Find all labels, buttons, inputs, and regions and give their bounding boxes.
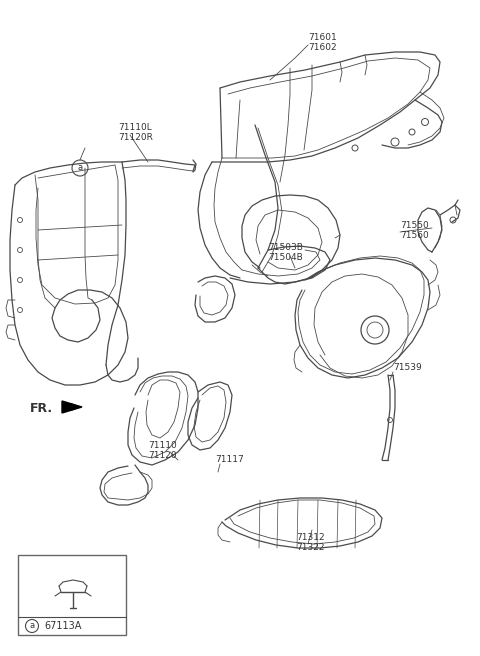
Text: 71322: 71322 — [296, 543, 324, 552]
Text: FR.: FR. — [30, 401, 53, 415]
Polygon shape — [62, 401, 82, 413]
Text: 71110: 71110 — [148, 440, 177, 449]
Text: 71550: 71550 — [400, 220, 429, 230]
Text: 71120: 71120 — [148, 451, 177, 459]
Text: 71602: 71602 — [308, 43, 336, 52]
Bar — [18, 555, 126, 635]
Text: 71560: 71560 — [400, 230, 429, 239]
Text: 71504B: 71504B — [268, 253, 303, 262]
Text: a: a — [29, 621, 35, 630]
Text: 71117: 71117 — [215, 455, 244, 464]
Text: 71503B: 71503B — [268, 243, 303, 253]
Text: 71312: 71312 — [296, 533, 324, 541]
Text: 71110L: 71110L — [118, 123, 152, 133]
Text: a: a — [77, 163, 83, 173]
Text: 67113A: 67113A — [44, 621, 82, 631]
Text: 71120R: 71120R — [118, 134, 153, 142]
Text: 71601: 71601 — [308, 33, 337, 43]
Text: 71539: 71539 — [393, 363, 422, 373]
